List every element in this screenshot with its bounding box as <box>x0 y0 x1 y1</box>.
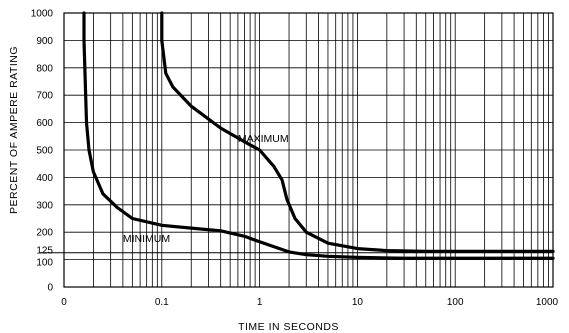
y-tick-label: 1000 <box>31 9 54 20</box>
grid-lines <box>64 13 553 287</box>
y-tick-label: 100 <box>36 258 53 269</box>
curve-labels: MAXIMUM MINIMUM <box>123 133 289 245</box>
y-tick-label: 0 <box>47 283 53 294</box>
x-tick-label: 1000 <box>536 297 559 308</box>
y-tick-labels: 0 100 125 200 300 400 500 600 700 800 900 1000 <box>31 9 54 294</box>
x-tick-labels: 0 0.1 1 10 100 1000 <box>61 297 558 308</box>
curve-label-minimum: MINIMUM <box>123 233 170 245</box>
curves <box>82 11 555 260</box>
y-tick-label: 500 <box>36 146 53 157</box>
y-tick-label: 300 <box>36 200 53 211</box>
y-tick-label: 200 <box>36 228 53 239</box>
x-tick-label: 10 <box>352 297 364 308</box>
y-tick-label: 700 <box>36 91 53 102</box>
x-tick-label: 100 <box>447 297 464 308</box>
x-tick-label: 0.1 <box>155 297 169 308</box>
curve-minimum <box>82 11 555 260</box>
y-tick-label: 125 <box>36 245 53 256</box>
plot-frame <box>63 12 554 288</box>
x-axis-title: TIME IN SECONDS <box>238 321 339 333</box>
x-tick-label: 1 <box>257 297 263 308</box>
y-tick-label: 800 <box>36 63 53 74</box>
y-tick-label: 900 <box>36 36 53 47</box>
y-tick-label: 400 <box>36 173 53 184</box>
y-tick-label: 600 <box>36 118 53 129</box>
y-axis-title: PERCENT OF AMPERE RATING <box>8 46 20 214</box>
x-tick-label: 0 <box>61 297 67 308</box>
curve-maximum <box>160 11 555 253</box>
curve-label-maximum: MAXIMUM <box>238 133 289 145</box>
